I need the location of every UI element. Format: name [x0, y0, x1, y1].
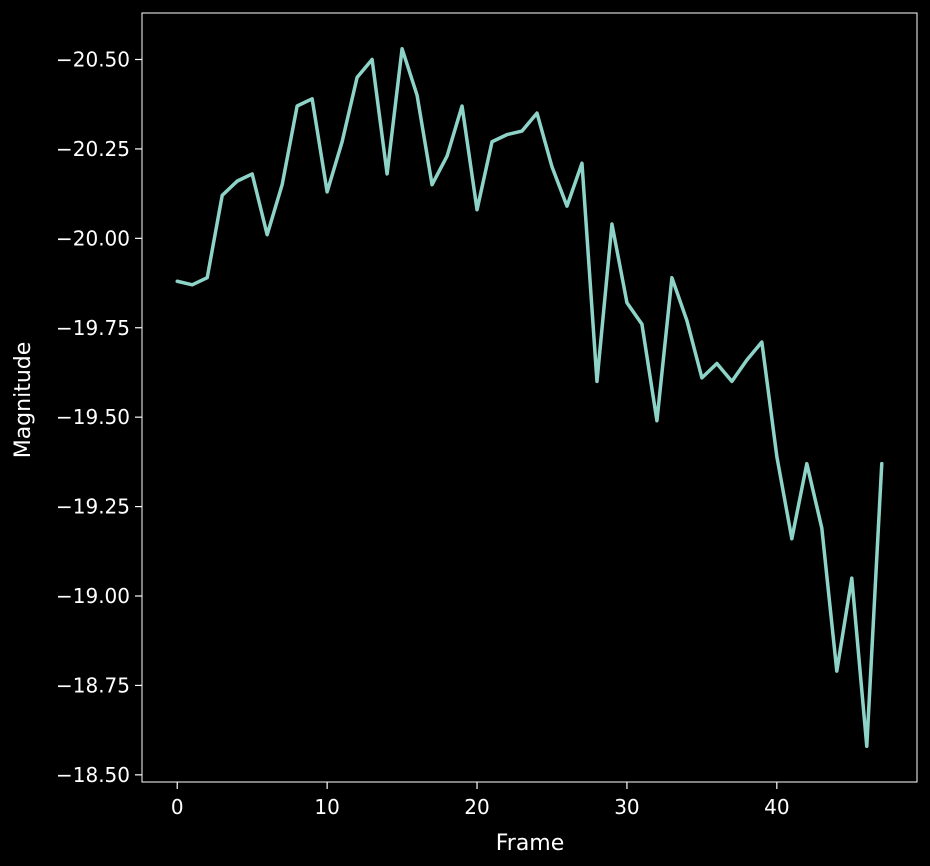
y-tick-label: −20.50: [56, 47, 130, 71]
y-tick-label: −18.75: [56, 673, 130, 697]
y-axis: −20.50 −20.25 −20.00 −19.75 −19.50 −19.25 −19.…: [56, 47, 142, 787]
y-tick-label: −20.00: [56, 226, 130, 250]
x-tick-label: 20: [464, 795, 489, 819]
x-axis: 0 10 20 30 40: [171, 782, 790, 819]
y-tick-label: −19.25: [56, 495, 130, 519]
x-tick-label: 30: [614, 795, 639, 819]
x-axis-label: Frame: [496, 831, 565, 856]
y-tick-label: −20.25: [56, 137, 130, 161]
y-axis-label: Magnitude: [11, 342, 36, 459]
y-tick-label: −18.50: [56, 763, 130, 787]
y-tick-label: −19.00: [56, 584, 130, 608]
plot-area: [141, 12, 918, 783]
x-tick-label: 10: [314, 795, 339, 819]
x-tick-label: 0: [171, 795, 184, 819]
plot-frame: [141, 12, 918, 783]
x-tick-label: 40: [764, 795, 789, 819]
y-tick-label: −19.50: [56, 405, 130, 429]
y-tick-label: −19.75: [56, 316, 130, 340]
series-line-0: [175, 47, 884, 748]
